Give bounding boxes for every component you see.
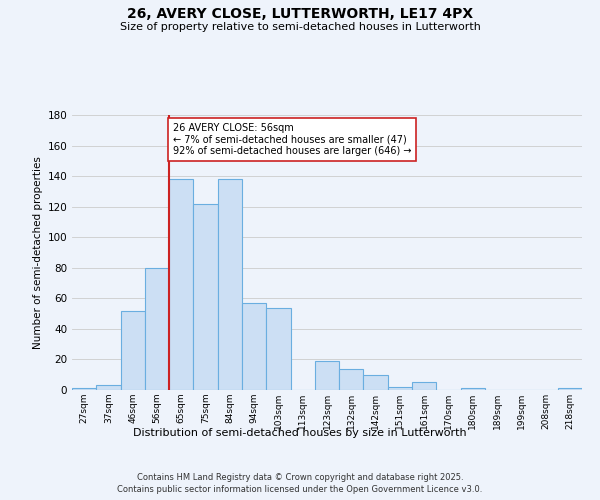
- Text: Contains HM Land Registry data © Crown copyright and database right 2025.: Contains HM Land Registry data © Crown c…: [137, 472, 463, 482]
- Bar: [169, 179, 193, 390]
- Bar: [218, 179, 242, 390]
- Bar: [121, 310, 145, 390]
- Bar: [193, 204, 218, 390]
- Bar: [388, 387, 412, 390]
- Text: Distribution of semi-detached houses by size in Lutterworth: Distribution of semi-detached houses by …: [133, 428, 467, 438]
- Y-axis label: Number of semi-detached properties: Number of semi-detached properties: [33, 156, 43, 349]
- Bar: [315, 361, 339, 390]
- Bar: [72, 388, 96, 390]
- Text: 26 AVERY CLOSE: 56sqm
← 7% of semi-detached houses are smaller (47)
92% of semi-: 26 AVERY CLOSE: 56sqm ← 7% of semi-detac…: [173, 122, 411, 156]
- Text: Contains public sector information licensed under the Open Government Licence v3: Contains public sector information licen…: [118, 485, 482, 494]
- Bar: [145, 268, 169, 390]
- Bar: [339, 368, 364, 390]
- Bar: [412, 382, 436, 390]
- Bar: [461, 388, 485, 390]
- Bar: [266, 308, 290, 390]
- Text: Size of property relative to semi-detached houses in Lutterworth: Size of property relative to semi-detach…: [119, 22, 481, 32]
- Text: 26, AVERY CLOSE, LUTTERWORTH, LE17 4PX: 26, AVERY CLOSE, LUTTERWORTH, LE17 4PX: [127, 8, 473, 22]
- Bar: [558, 388, 582, 390]
- Bar: [96, 386, 121, 390]
- Bar: [242, 303, 266, 390]
- Bar: [364, 374, 388, 390]
